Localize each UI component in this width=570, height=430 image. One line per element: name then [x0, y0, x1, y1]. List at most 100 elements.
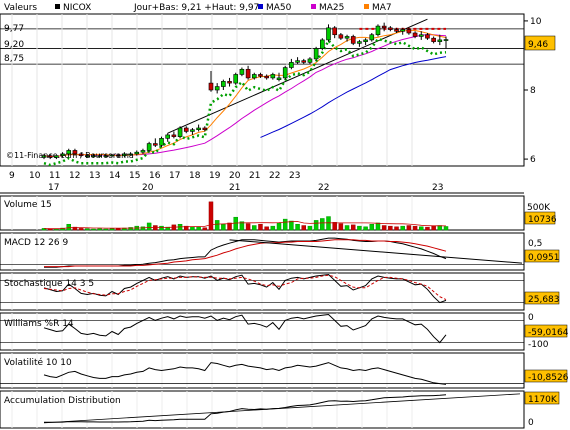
candle-body — [239, 68, 245, 75]
valeurs-label: Valeurs — [4, 3, 37, 13]
volume-bar — [326, 216, 331, 231]
accumulation-trend-line — [43, 393, 521, 424]
candle-body — [72, 150, 78, 155]
date-tick-label: 23 — [289, 171, 300, 181]
volume-bar — [233, 216, 238, 231]
candle-body — [332, 27, 337, 36]
volume-bar — [128, 227, 133, 231]
candle-body — [233, 74, 239, 84]
williams-badge — [524, 324, 568, 338]
date-tick-label: 12 — [69, 171, 80, 181]
candle-body — [400, 29, 406, 32]
volume-bar — [190, 226, 195, 231]
volume-bar — [159, 225, 164, 231]
candle-body — [418, 34, 424, 37]
candles — [41, 22, 449, 160]
ma25-legend-label: MA25 — [319, 3, 344, 13]
candle-body — [338, 34, 344, 39]
ma7-legend-label: MA7 — [372, 3, 392, 13]
volume-bar — [412, 225, 418, 231]
volume-bar — [153, 225, 158, 231]
candle-body — [140, 150, 146, 153]
last-price-value: 9,46 — [528, 40, 548, 50]
candle-body — [301, 60, 307, 63]
date-tick-label: 18 — [189, 171, 201, 181]
candle-body — [264, 75, 269, 79]
watermark: ©11-Finance.com / Boursorama — [6, 151, 134, 160]
williams-axis-bottom: -100 — [528, 340, 549, 350]
volume-bar — [400, 225, 405, 231]
candle-body — [208, 82, 214, 91]
williams-badge-value: -59,0164 — [528, 328, 569, 338]
candle-body — [60, 153, 65, 156]
candle-body — [183, 127, 189, 132]
volatility-panel-label: Volatilité 10 10 — [4, 357, 72, 368]
symbol-legend-swatch — [55, 4, 60, 9]
candle-body — [326, 27, 331, 41]
volume-bar — [196, 226, 201, 231]
month-label: 21 — [229, 183, 240, 193]
volatility-line — [43, 362, 447, 385]
volume-bar — [419, 226, 424, 231]
candle-body — [190, 129, 195, 132]
candle-body — [78, 153, 84, 156]
ma50-legend-label: MA50 — [266, 3, 292, 13]
candle-body — [344, 36, 350, 39]
macd-axis-top: 0,5 — [528, 239, 542, 249]
volume-bar — [307, 225, 313, 231]
candle-body — [443, 39, 449, 41]
date-tick-label: 15 — [129, 171, 140, 181]
month-label: 22 — [318, 183, 329, 193]
volume-bar — [54, 228, 59, 231]
accumulation-panel-label: Accumulation Distribution — [4, 396, 121, 406]
candle-body — [41, 155, 47, 158]
price-y-axis: 6 8 10 — [524, 17, 542, 165]
date-tick-label: 9 — [9, 171, 15, 181]
high-mark-label: 9,77 — [4, 24, 24, 34]
candle-body — [431, 37, 436, 42]
ma50-line — [260, 56, 447, 138]
candle-body — [357, 41, 362, 44]
volume-bar — [221, 223, 226, 231]
candle-body — [313, 48, 319, 60]
volume-bar — [313, 220, 319, 231]
stochastic-panel-label: Stochastique 14 3 5 — [4, 279, 94, 289]
volume-bar — [406, 225, 412, 231]
volume-bar — [245, 223, 251, 231]
volume-bar — [276, 222, 282, 231]
macd-signal-line — [44, 239, 447, 268]
date-tick-label: 19 — [209, 171, 221, 181]
volume-bar — [109, 228, 115, 231]
accumulation-badge — [524, 391, 560, 405]
candle-body — [295, 60, 300, 63]
volume-bar — [375, 222, 381, 231]
volume-bar — [443, 226, 449, 231]
volume-bar — [344, 225, 350, 231]
macd-panel — [0, 232, 525, 271]
candle-body — [134, 151, 140, 155]
candle-body — [165, 134, 170, 139]
volume-bar — [350, 224, 356, 231]
volume-bar — [320, 218, 325, 231]
volume-badge — [524, 211, 556, 225]
last-price-badge — [524, 35, 556, 51]
volume-badge-value: 10736 — [528, 215, 557, 225]
volume-bar — [338, 223, 344, 231]
stochastic-badge-value: 25,683 — [528, 295, 560, 305]
date-tick-label: 10 — [29, 171, 41, 181]
macd-trend-line — [229, 239, 523, 264]
month-label: 17 — [48, 183, 59, 193]
volume-bar — [295, 223, 300, 231]
volume-bar — [289, 220, 294, 231]
day-range-info: Jour+Bas: 9,21 +Haut: 9,97 — [133, 3, 259, 13]
candle-body — [91, 155, 96, 157]
date-tick-label: 20 — [229, 171, 241, 181]
symbol-label: NICOX — [63, 3, 91, 13]
volume-bar — [431, 225, 436, 231]
accumulation-panel — [0, 390, 525, 429]
stoch-d-line — [43, 274, 447, 301]
volume-average-line — [43, 221, 447, 230]
stoch-k-line — [43, 273, 447, 304]
candle-body — [177, 127, 183, 137]
